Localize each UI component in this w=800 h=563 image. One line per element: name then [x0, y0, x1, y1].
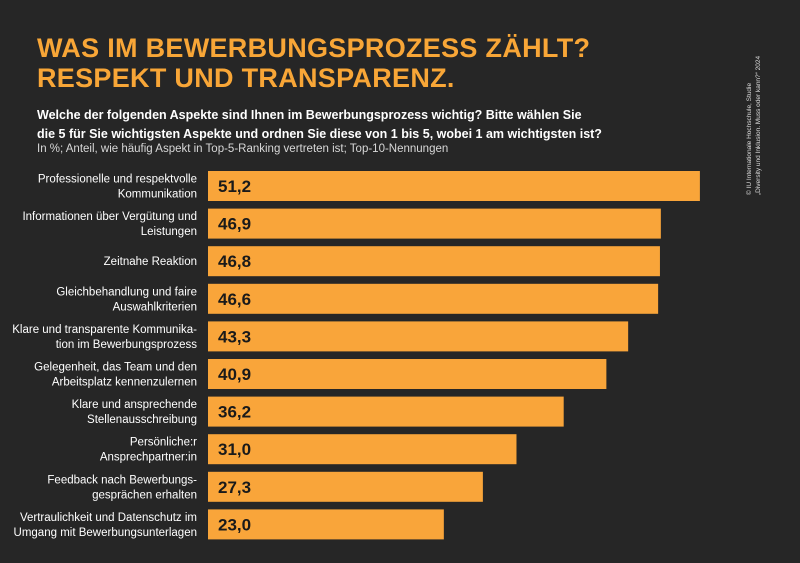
title-line-1: WAS IM BEWERBUNGSPROZESS ZÄHLT? [37, 33, 591, 63]
category-label: Professionelle und respektvolle Kommunika… [38, 174, 197, 201]
bar [208, 171, 700, 201]
category-label: Informationen über Vergütung und Leistung… [22, 211, 197, 238]
category-label: Klare und transparente Kommunika-tion im… [12, 324, 197, 351]
data-label: 46,9 [218, 215, 251, 234]
chart-note: In %; Anteil, wie häufig Aspekt in Top-5… [37, 143, 449, 155]
bar [208, 396, 564, 427]
question-line-1: Welche der folgenden Aspekte sind Ihnen … [37, 108, 582, 122]
bar [208, 509, 444, 540]
category-label: Klare und ansprechende Stellenausschreibu… [72, 399, 197, 426]
bar [208, 321, 629, 352]
data-label: 40,9 [218, 365, 251, 384]
title-line-2: RESPEKT UND TRANSPARENZ. [37, 63, 455, 93]
bar [208, 246, 660, 277]
bar [208, 471, 483, 502]
data-label: 27,3 [218, 478, 251, 497]
survey-question: Welche der folgenden Aspekte sind Ihnen … [37, 106, 602, 144]
category-label: Gelegenheit, das Team und den Arbeitsplat… [34, 362, 197, 389]
data-label: 46,6 [218, 290, 251, 309]
data-label: 31,0 [218, 440, 251, 459]
bar [208, 283, 659, 314]
data-label: 43,3 [218, 327, 251, 346]
bar [208, 208, 661, 239]
category-label: Vertraulichkeit und Datenschutz im Umgang… [14, 512, 197, 539]
data-label: 51,2 [218, 177, 251, 196]
page-title: WAS IM BEWERBUNGSPROZESS ZÄHLT? RESPEKT … [37, 33, 590, 93]
data-label: 36,2 [218, 403, 251, 422]
bar [208, 359, 607, 389]
bar [208, 434, 517, 465]
category-label: Persönliche:r Ansprechpartner:in [100, 437, 197, 464]
category-label: Feedback nach Bewerbungs-gesprächen erha… [47, 474, 197, 501]
category-label: Gleichbehandlung und faire Auswahlkriteri… [56, 286, 197, 313]
data-label: 46,8 [218, 252, 251, 271]
category-label: Zeitnahe Reaktion [104, 256, 197, 268]
data-label: 23,0 [218, 515, 251, 534]
question-line-2: die 5 für Sie wichtigsten Aspekte und or… [37, 127, 602, 141]
